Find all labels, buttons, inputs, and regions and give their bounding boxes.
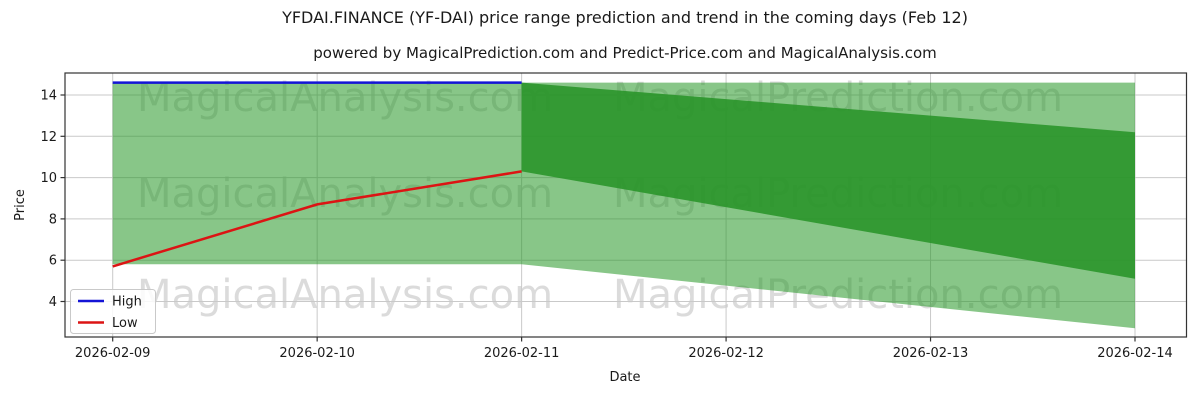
y-tick-label: 6	[49, 254, 57, 269]
y-axis-label: Price	[13, 189, 28, 221]
legend-high-label: High	[112, 295, 142, 310]
x-tick-label: 2026-02-10	[279, 346, 355, 361]
inner-trend-band	[521, 82, 1135, 279]
chart-subtitle: powered by MagicalPrediction.com and Pre…	[313, 44, 937, 62]
y-tick-label: 12	[40, 130, 57, 145]
x-tick-label: 2026-02-14	[1097, 346, 1173, 361]
y-axis-tick-labels: 14 12 10 8 6 4	[40, 89, 57, 311]
tick-marks	[60, 94, 1136, 342]
x-tick-label: 2026-02-11	[484, 346, 560, 361]
y-tick-label: 8	[49, 212, 57, 227]
low-line	[112, 170, 522, 268]
y-tick-label: 14	[40, 89, 57, 104]
y-tick-label: 4	[49, 295, 57, 310]
legend-low-label: Low	[112, 316, 138, 331]
x-tick-label: 2026-02-12	[688, 346, 764, 361]
x-tick-label: 2026-02-09	[75, 346, 151, 361]
x-axis-label: Date	[609, 370, 640, 385]
y-tick-label: 10	[40, 171, 57, 186]
x-axis-tick-labels: 2026-02-09 2026-02-10 2026-02-11 2026-02…	[75, 346, 1173, 361]
legend: High Low	[70, 289, 156, 334]
watermark-text: MagicalAnalysis.com	[137, 272, 553, 318]
x-tick-label: 2026-02-13	[893, 346, 969, 361]
chart-title: YFDAI.FINANCE (YF-DAI) price range predi…	[281, 8, 968, 27]
plot-border	[64, 72, 1188, 338]
